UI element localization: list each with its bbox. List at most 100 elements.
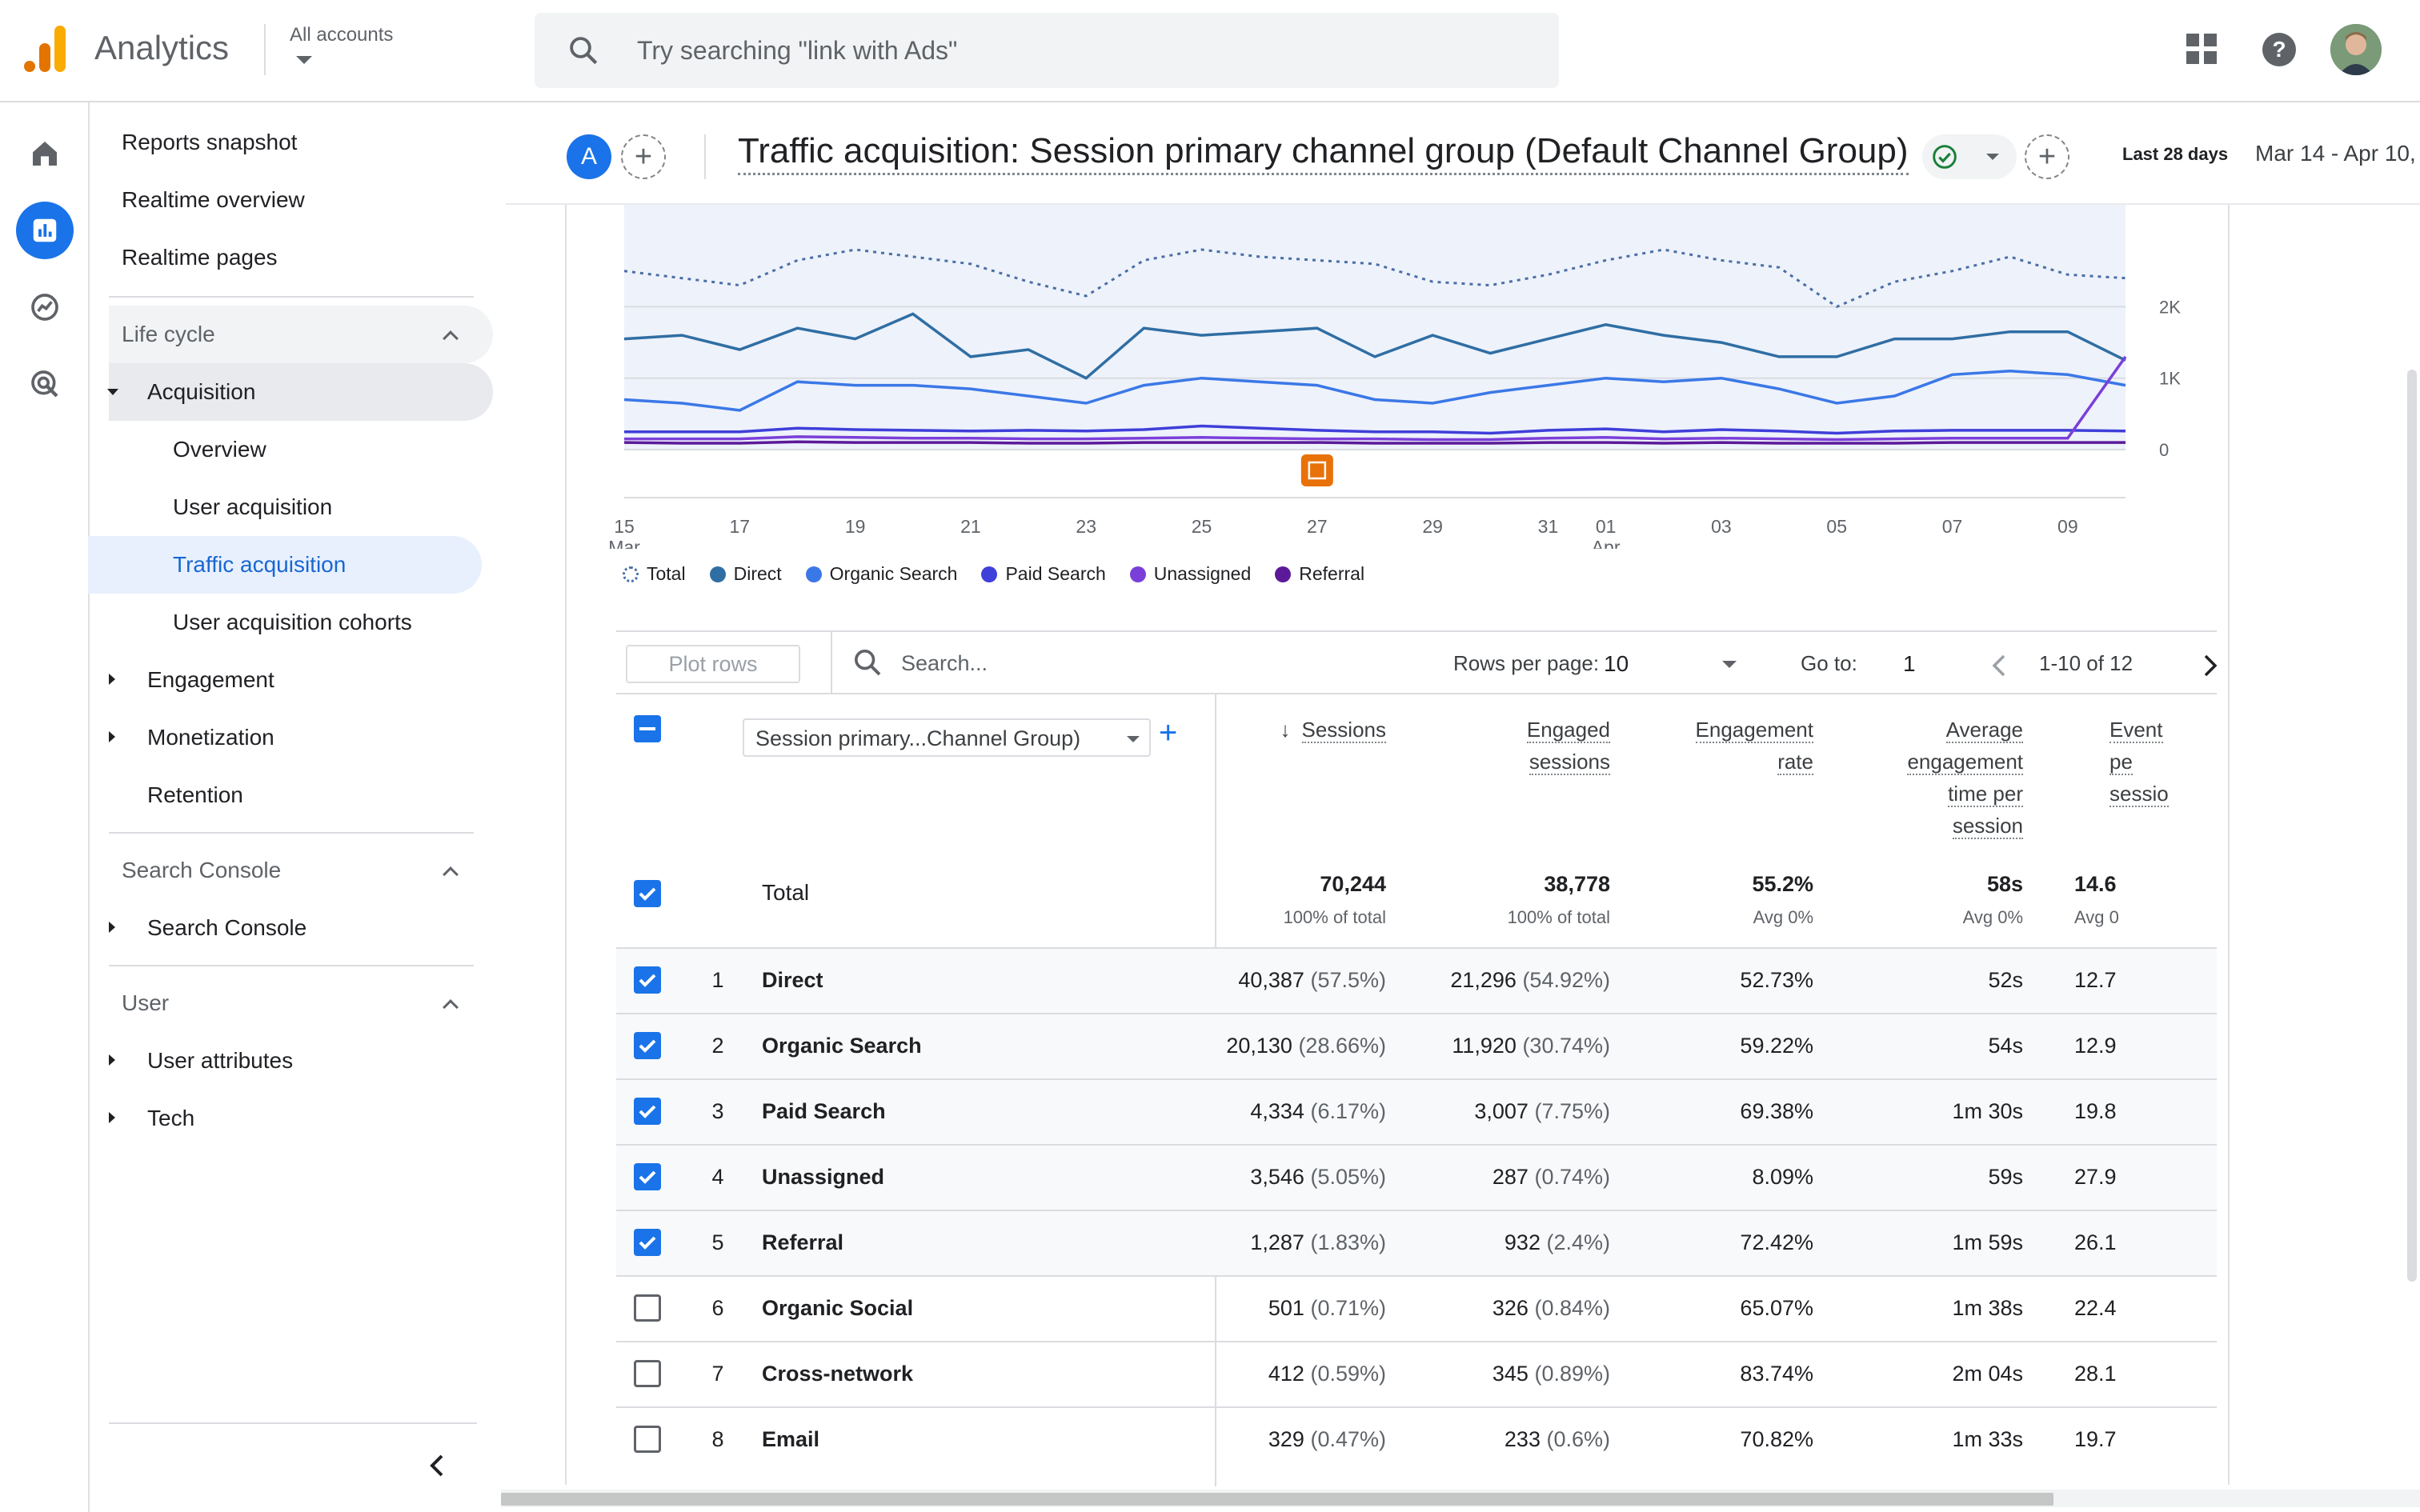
column-header[interactable]: Engagement rate (1629, 714, 1813, 778)
collapse-nav-icon[interactable] (426, 1453, 448, 1478)
nav-reports-snapshot[interactable]: Reports snapshot (122, 130, 298, 154)
column-header[interactable]: Event pe sessio (2109, 714, 2206, 810)
report-status-button[interactable] (1922, 134, 2017, 179)
nav-search-console[interactable]: Search Console (147, 915, 307, 940)
nav-overview[interactable]: Overview (173, 437, 266, 462)
report-title[interactable]: Traffic acquisition: Session primary cha… (738, 131, 1909, 175)
sort-descending-icon[interactable]: ↓ (1280, 718, 1291, 742)
legend-item[interactable]: Organic Search (805, 563, 957, 585)
nav-item-traffic-acquisition[interactable] (88, 536, 482, 594)
legend-item[interactable]: Referral (1275, 563, 1364, 585)
legend-item[interactable]: Unassigned (1129, 563, 1251, 585)
dimension-selector[interactable]: Session primary...Channel Group) (743, 718, 1151, 757)
left-rail (0, 102, 90, 1512)
table-row[interactable]: 8 Email 329 (0.47%) 233 (0.6%) 70.82% 1m 33s 1… (616, 1406, 2217, 1472)
table-row[interactable]: 6 Organic Social 501 (0.71%) 326 (0.84%) 65.… (616, 1275, 2217, 1341)
row-channel-name[interactable]: Referral (762, 1230, 844, 1254)
nav-engagement[interactable]: Engagement (147, 667, 274, 692)
table-row[interactable]: 1 Direct 40,387 (57.5%) 21,296 (54.92%) 52.7… (616, 947, 2217, 1013)
row-cell: 1m 59s (1767, 1230, 2023, 1255)
comparison-avatar[interactable]: A (567, 134, 611, 179)
vertical-scrollbar[interactable] (2407, 370, 2417, 1282)
reports-nav-button[interactable] (16, 202, 74, 259)
cell-value: 932 (1504, 1230, 1541, 1254)
legend-item[interactable]: Total (623, 563, 686, 585)
cell-value: 40,387 (1238, 968, 1304, 992)
table-row[interactable]: 4 Unassigned 3,546 (5.05%) 287 (0.74%) 8.09%… (616, 1144, 2217, 1210)
x-tick-label: 01 (1596, 516, 1617, 537)
search-bar[interactable]: Try searching "link with Ads" (535, 13, 1559, 88)
row-channel-name[interactable]: Unassigned (762, 1165, 885, 1189)
previous-page-icon[interactable] (1989, 653, 2009, 678)
apps-grid-icon[interactable] (2186, 34, 2218, 66)
account-dropdown-icon[interactable] (296, 56, 312, 64)
nav-section-life-cycle[interactable] (109, 306, 493, 363)
table-row[interactable]: 2 Organic Search 20,130 (28.66%) 11,920 (30… (616, 1013, 2217, 1078)
row-checkbox[interactable] (634, 1032, 661, 1059)
horizontal-scrollbar-thumb[interactable] (501, 1493, 2053, 1506)
plot-rows-button[interactable]: Plot rows (626, 645, 800, 683)
column-header[interactable]: Engaged sessions (1418, 714, 1610, 778)
table-row[interactable]: 3 Paid Search 4,334 (6.17%) 3,007 (7.75%) 69… (616, 1078, 2217, 1144)
row-checkbox[interactable] (634, 1163, 661, 1190)
column-header[interactable]: Average engagement time per session (1839, 714, 2023, 842)
row-channel-name[interactable]: Organic Search (762, 1034, 922, 1058)
row-channel-name[interactable]: Cross-network (762, 1362, 914, 1386)
legend-item[interactable]: Paid Search (981, 563, 1106, 585)
expand-right-icon (109, 922, 115, 933)
row-channel-name[interactable]: Organic Social (762, 1296, 914, 1320)
cell-value: 52s (1988, 968, 2023, 992)
goto-page-input[interactable]: 1 (1903, 651, 1916, 676)
legend-item[interactable]: Direct (709, 563, 782, 585)
add-dimension-icon[interactable]: + (1159, 715, 1178, 750)
advertising-nav-button[interactable] (16, 355, 74, 413)
rows-per-page-select[interactable]: 10 (1604, 651, 1629, 676)
row-channel-name[interactable]: Direct (762, 968, 823, 992)
total-value: 38,778 (1544, 872, 1610, 896)
chevron-up-icon[interactable] (443, 866, 459, 882)
row-checkbox[interactable] (634, 1360, 661, 1387)
nav-section-search-console[interactable]: Search Console (122, 858, 282, 882)
home-nav-button[interactable] (16, 125, 74, 182)
nav-item-acquisition[interactable] (109, 363, 493, 421)
user-avatar[interactable] (2330, 24, 2382, 75)
chevron-down-icon[interactable] (1722, 661, 1737, 668)
row-number: 5 (711, 1230, 724, 1254)
table-search-input[interactable]: Search... (901, 651, 988, 675)
analytics-logo[interactable] (24, 26, 69, 74)
column-header-label: engagement (1907, 750, 2023, 775)
row-checkbox[interactable] (634, 1426, 661, 1453)
cell-value: 28.1 (2074, 1362, 2117, 1386)
nav-user-attributes[interactable]: User attributes (147, 1048, 294, 1073)
nav-tech[interactable]: Tech (147, 1106, 195, 1130)
row-cell: 83.74% (1557, 1362, 1813, 1386)
nav-user-acquisition-cohorts[interactable]: User acquisition cohorts (173, 610, 412, 634)
expand-right-icon (109, 1112, 115, 1123)
table-row[interactable]: 7 Cross-network 412 (0.59%) 345 (0.89%) 83.7… (616, 1341, 2217, 1406)
row-checkbox[interactable] (634, 1098, 661, 1125)
customize-report-button[interactable]: + (2025, 134, 2069, 179)
add-comparison-button[interactable]: + (621, 134, 666, 179)
select-all-checkbox[interactable] (634, 715, 661, 742)
nav-realtime-pages[interactable]: Realtime pages (122, 245, 278, 270)
column-header[interactable]: ↓ Sessions (1210, 714, 1386, 746)
table-row[interactable]: 5 Referral 1,287 (1.83%) 932 (2.4%) 72.42% 1m… (616, 1210, 2217, 1275)
chevron-up-icon[interactable] (443, 999, 459, 1015)
total-row-checkbox[interactable] (634, 880, 661, 907)
row-checkbox[interactable] (634, 1294, 661, 1322)
nav-realtime-overview[interactable]: Realtime overview (122, 187, 305, 212)
row-checkbox[interactable] (634, 966, 661, 994)
explore-nav-button[interactable] (16, 278, 74, 336)
row-checkbox[interactable] (634, 1229, 661, 1256)
row-channel-name[interactable]: Email (762, 1427, 820, 1451)
account-selector-label[interactable]: All accounts (290, 24, 394, 46)
nav-section-user[interactable]: User (122, 990, 170, 1015)
nav-retention[interactable]: Retention (147, 782, 243, 807)
cell-value: 12.9 (2074, 1034, 2117, 1058)
nav-user-acquisition[interactable]: User acquisition (173, 494, 333, 519)
nav-monetization[interactable]: Monetization (147, 725, 274, 750)
row-channel-name[interactable]: Paid Search (762, 1099, 886, 1123)
next-page-icon[interactable] (2201, 653, 2220, 678)
date-range-picker[interactable]: Mar 14 - Apr 10, (2255, 141, 2416, 166)
help-icon[interactable]: ? (2262, 32, 2297, 67)
